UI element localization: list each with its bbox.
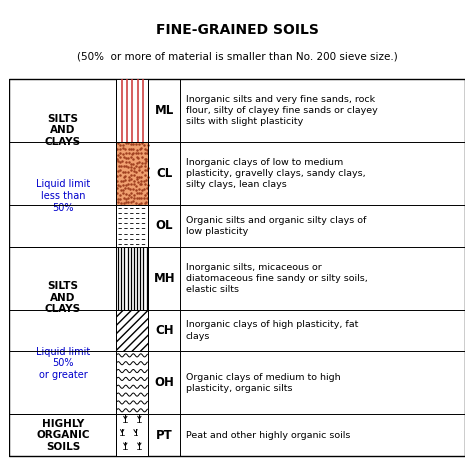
Text: PT: PT: [156, 429, 173, 442]
Text: Inorganic silts and very fine sands, rock
flour, silty of clayey fine sands or c: Inorganic silts and very fine sands, roc…: [186, 95, 377, 126]
Text: Peat and other highly organic soils: Peat and other highly organic soils: [186, 431, 350, 439]
Text: Inorganic clays of low to medium
plasticity, gravelly clays, sandy clays,
silty : Inorganic clays of low to medium plastic…: [186, 158, 365, 189]
Text: Liquid limit
less than
50%: Liquid limit less than 50%: [36, 179, 90, 212]
Bar: [117, 352, 148, 414]
Text: Liquid limit
50%
or greater: Liquid limit 50% or greater: [36, 347, 90, 380]
Text: CH: CH: [155, 324, 173, 337]
Bar: [117, 310, 148, 352]
Text: Inorganic silts, micaceous or
diatomaceous fine sandy or silty soils,
elastic si: Inorganic silts, micaceous or diatomaceo…: [186, 263, 367, 294]
Bar: [117, 205, 148, 247]
Text: ML: ML: [155, 104, 174, 117]
Bar: [117, 247, 148, 310]
Text: HIGHLY
ORGANIC
SOILS: HIGHLY ORGANIC SOILS: [36, 419, 90, 452]
Text: OH: OH: [154, 376, 174, 389]
Text: OL: OL: [155, 219, 173, 232]
Bar: [117, 414, 148, 456]
Text: CL: CL: [156, 167, 173, 180]
Text: SILTS
AND
CLAYS: SILTS AND CLAYS: [45, 281, 81, 314]
Text: Inorganic clays of high plasticity, fat
clays: Inorganic clays of high plasticity, fat …: [186, 321, 358, 341]
Text: MH: MH: [154, 272, 175, 285]
Bar: [117, 142, 148, 205]
Text: SILTS
AND
CLAYS: SILTS AND CLAYS: [45, 114, 81, 147]
Bar: [117, 310, 148, 352]
Bar: [9, 79, 465, 456]
Text: Organic clays of medium to high
plasticity, organic silts: Organic clays of medium to high plastici…: [186, 373, 340, 393]
Bar: [117, 79, 148, 142]
Text: FINE-GRAINED SOILS: FINE-GRAINED SOILS: [155, 23, 319, 37]
Text: (50%  or more of material is smaller than No. 200 sieve size.): (50% or more of material is smaller than…: [77, 52, 397, 62]
Text: Organic silts and organic silty clays of
low plasticity: Organic silts and organic silty clays of…: [186, 216, 366, 236]
